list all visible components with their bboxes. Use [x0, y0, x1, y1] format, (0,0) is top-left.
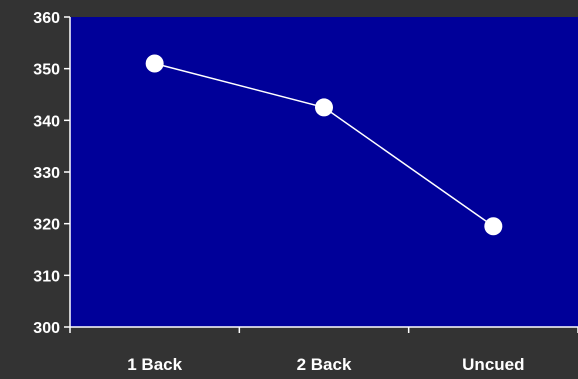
data-point [145, 54, 164, 73]
y-tick-label: 320 [33, 217, 60, 234]
data-point [484, 217, 503, 236]
y-tick-label: 340 [33, 113, 60, 130]
y-tick-label: 350 [33, 62, 60, 79]
x-tick-label: 2 Back [297, 355, 352, 374]
x-tick-label: Uncued [462, 355, 524, 374]
y-tick-label: 300 [33, 320, 60, 337]
data-point [315, 98, 333, 117]
y-tick-label: 310 [33, 268, 60, 285]
x-tick-label: 1 Back [127, 355, 182, 374]
y-tick-label: 330 [33, 165, 60, 182]
x-axis: 1 Back 2 Back Uncued [69, 326, 578, 374]
series-group [145, 54, 503, 236]
y-tick-label: 360 [33, 10, 60, 27]
y-axis: 300 310 320 330 340 350 360 [33, 10, 71, 337]
